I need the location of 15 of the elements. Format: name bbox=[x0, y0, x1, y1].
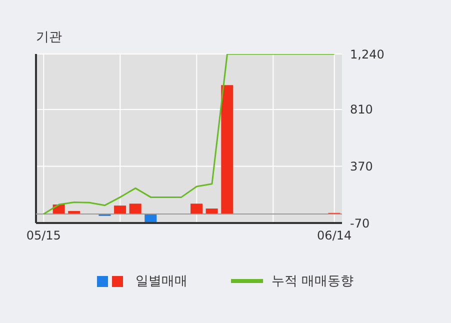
x-tick-label: 05/15 bbox=[26, 228, 61, 243]
y-tick-label: 1,240 bbox=[350, 47, 384, 62]
bar bbox=[129, 204, 142, 214]
line-series bbox=[42, 54, 336, 215]
bar bbox=[206, 208, 218, 214]
bar bbox=[221, 85, 234, 214]
x-tick-label: 06/14 bbox=[317, 228, 352, 243]
legend-label: 누적 매매동향 bbox=[271, 273, 354, 290]
bar bbox=[190, 204, 203, 214]
chart-title: 기관 bbox=[36, 29, 62, 46]
legend-label: 일별매매 bbox=[135, 273, 188, 290]
bar bbox=[114, 206, 126, 214]
y-tick-label: 810 bbox=[350, 102, 373, 117]
y-tick-label: 370 bbox=[350, 159, 373, 174]
y-tick-label: -70 bbox=[350, 216, 370, 230]
